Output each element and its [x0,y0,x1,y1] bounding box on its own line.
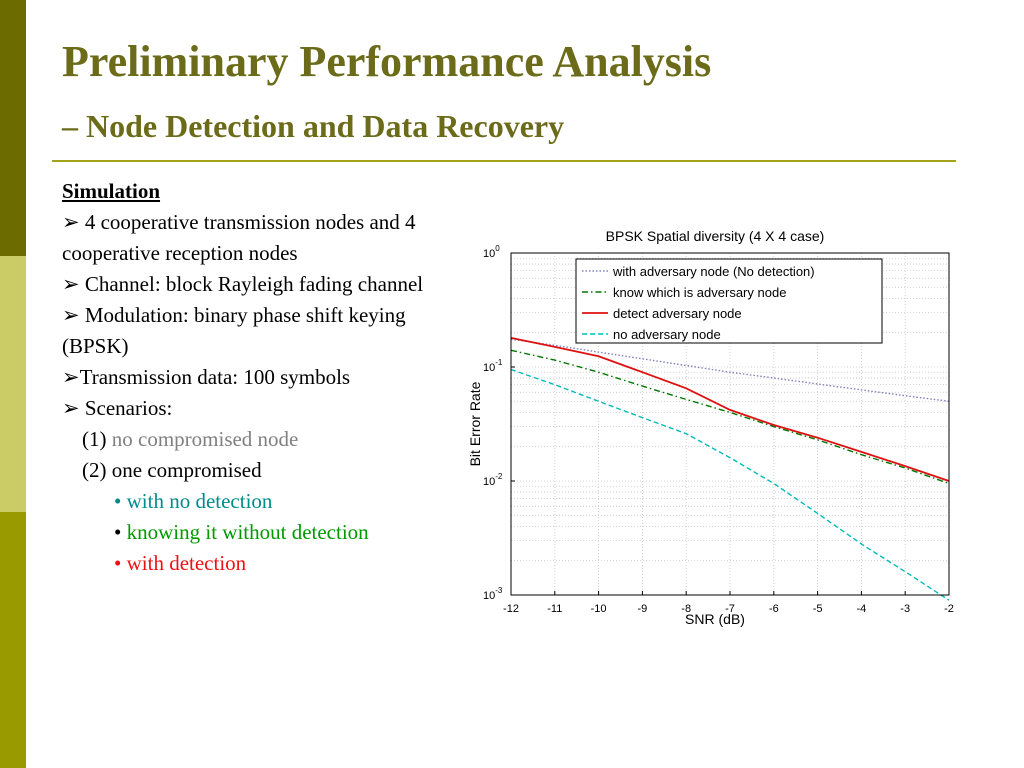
series-line-3 [510,368,950,601]
legend-label: no adversary node [613,327,721,342]
bullet-text: Transmission data: 100 symbols [79,365,351,389]
series-line-1 [510,349,950,485]
title-divider [52,160,956,162]
series-line-0 [510,338,950,402]
sub-bullet-knowing: • knowing it without detection [62,517,432,548]
subtitle-dash: – [62,108,78,144]
x-tick-label: -12 [503,603,519,615]
bullet-text: 4 cooperative transmission nodes and 4 c… [62,210,416,265]
x-tick-label: -3 [900,603,910,615]
y-tick-label: 10-2 [483,472,503,488]
legend-label: with adversary node (No detection) [612,264,815,279]
x-tick-label: -7 [725,603,735,615]
y-axis-label: Bit Error Rate [467,381,483,466]
bullet-nodes: ➢ 4 cooperative transmission nodes and 4… [62,207,432,269]
arrow-bullet-icon: ➢ [62,210,80,234]
dot-bullet-icon: • [114,520,122,544]
x-tick-label: -5 [813,603,823,615]
x-tick-label: -6 [769,603,779,615]
y-tick-label: 10-3 [483,586,503,602]
scenario-number: (2) [82,458,107,482]
legend-label: detect adversary node [613,306,742,321]
x-tick-label: -10 [591,603,607,615]
y-tick-label: 100 [483,244,500,260]
slide-title: Preliminary Performance Analysis [62,37,712,86]
x-tick-label: -4 [857,603,867,615]
dot-bullet-icon: • [114,489,122,513]
bullet-scenarios: ➢ Scenarios: [62,393,432,424]
subtitle-text: Node Detection and Data Recovery [86,108,565,144]
x-tick-label: -9 [638,603,648,615]
legend-box [575,258,883,344]
arrow-bullet-icon: ➢ [62,365,80,389]
simulation-heading: Simulation [62,179,161,203]
x-tick-label: -2 [944,603,954,615]
sub-bullet-no-detection: • with no detection [62,486,432,517]
bullet-data: ➢Transmission data: 100 symbols [62,362,432,393]
x-tick-label: -8 [681,603,691,615]
scenario-number: (1) [82,427,107,451]
scenario-2: (2) one compromised [62,455,432,486]
x-tick-label: -11 [547,603,562,615]
sub-bullet-with-detection: • with detection [62,548,432,579]
sub-bullet-text: with detection [126,551,247,575]
scenario-text: one compromised [111,458,262,482]
x-axis-ticks: -12 -11 -10 -9 -8 -7 -6 -5 -4 -3 -2 [503,591,954,615]
slide-subtitle: – Node Detection and Data Recovery [62,104,564,148]
chart-title: BPSK Spatial diversity (4 X 4 case) [606,228,825,244]
bullet-channel: ➢ Channel: block Rayleigh fading channel [62,269,432,300]
arrow-bullet-icon: ➢ [62,272,80,296]
bullet-text: Channel: block Rayleigh fading channel [84,272,424,296]
x-axis-label: SNR (dB) [685,611,745,627]
side-bar-dark [0,0,26,256]
legend-label: know which is adversary node [613,285,786,300]
series-line-2 [510,337,950,482]
sub-bullet-text: with no detection [126,489,273,513]
scenario-1: (1) no compromised node [62,424,432,455]
bullet-text: Scenarios: [84,396,173,420]
ber-chart: BPSK Spatial diversity (4 X 4 case) -12-… [455,220,970,640]
simulation-text: Simulation ➢ 4 cooperative transmission … [62,176,432,579]
bullet-text: Modulation: binary phase shift keying (B… [62,303,406,358]
side-bar-light [0,256,26,512]
dot-bullet-icon: • [114,551,122,575]
plot-frame [510,252,950,596]
bullet-modulation: ➢ Modulation: binary phase shift keying … [62,300,432,362]
chart-legend: with adversary node (No detection) know w… [575,258,883,344]
sub-bullet-text: knowing it without detection [126,520,369,544]
chart-series [510,337,950,601]
arrow-bullet-icon: ➢ [62,303,80,327]
side-bar-mid [0,512,26,768]
arrow-bullet-icon: ➢ [62,396,80,420]
y-tick-label: 10-1 [483,358,503,374]
scenario-text: no compromised node [111,427,299,451]
